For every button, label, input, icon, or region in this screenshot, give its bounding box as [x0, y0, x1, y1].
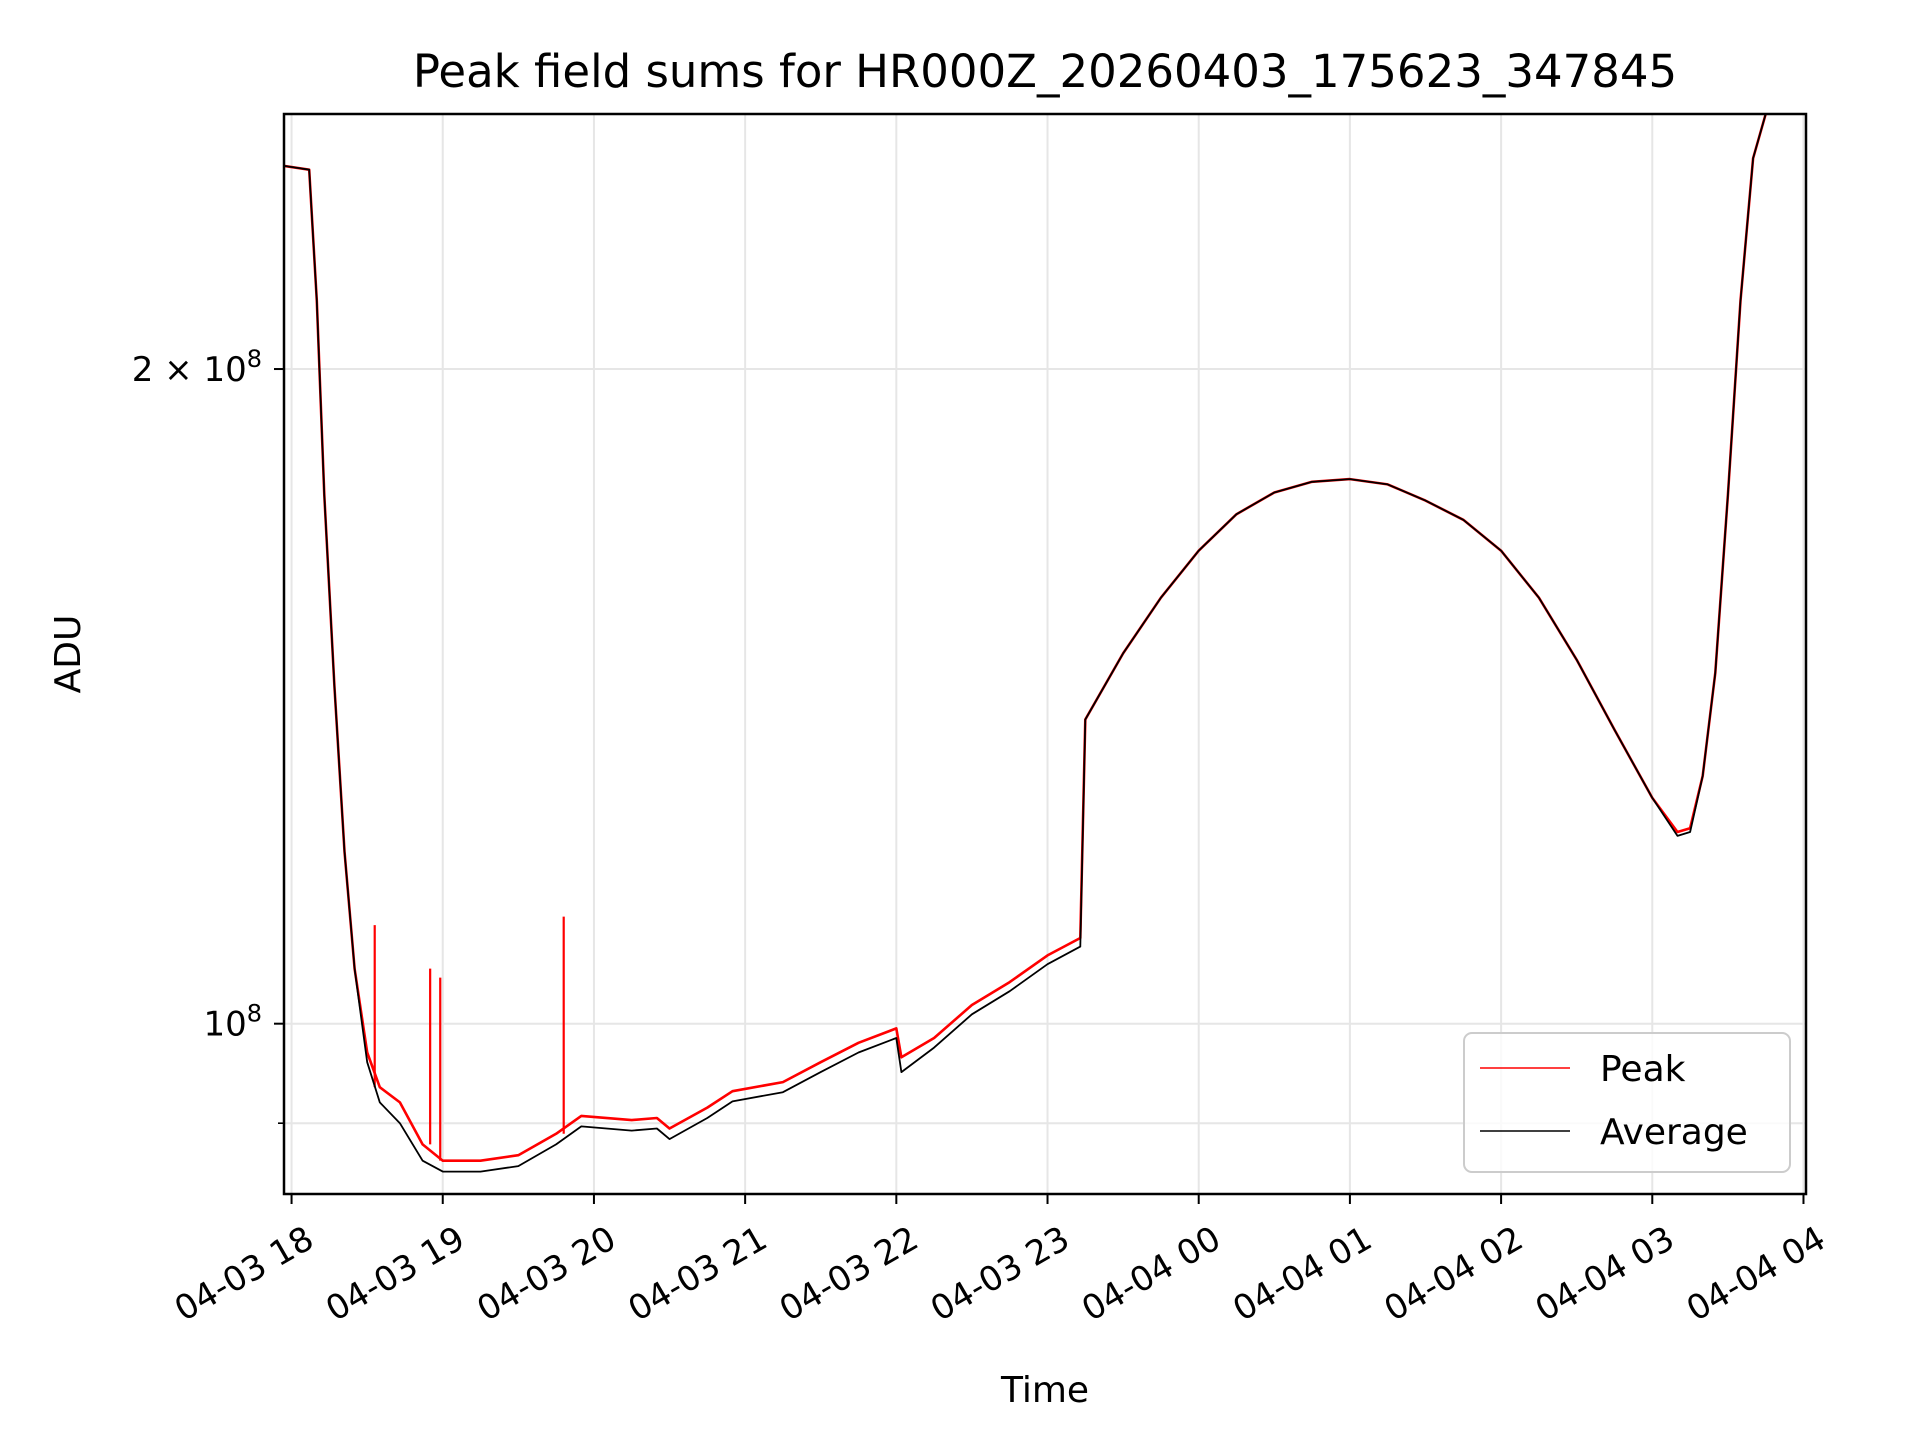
series-line-average	[284, 114, 1767, 1173]
x-tick-label: 04-04 03	[1529, 1219, 1681, 1330]
x-tick-label: 04-03 21	[622, 1219, 774, 1330]
x-axis-label: Time	[1000, 1370, 1089, 1411]
series-group	[284, 114, 1767, 1173]
x-tick-label: 04-03 23	[924, 1219, 1076, 1330]
legend-label-average: Average	[1600, 1112, 1748, 1153]
legend: Peak Average	[1463, 1032, 1791, 1173]
series-line-peak	[284, 114, 1767, 1162]
x-tick-label: 04-04 00	[1075, 1219, 1227, 1330]
x-tick-label: 04-03 20	[470, 1219, 622, 1330]
x-tick-label: 04-03 19	[319, 1219, 471, 1330]
x-tick-label: 04-04 02	[1378, 1219, 1530, 1330]
y-axis-label: ADU	[48, 615, 89, 694]
plot-area	[284, 114, 1767, 1173]
x-tick-label: 04-03 22	[773, 1219, 925, 1330]
y-tick-label: 2 × 108	[132, 345, 262, 390]
plot-frame	[282, 112, 1808, 1196]
x-tick-label: 04-04 04	[1680, 1219, 1832, 1330]
chart-title: Peak field sums for HR000Z_20260403_1756…	[413, 45, 1677, 98]
y-axis: 2 × 108 108	[132, 345, 284, 1124]
x-tick-label: 04-04 01	[1226, 1219, 1378, 1330]
y-tick-label: 108	[203, 1000, 262, 1045]
legend-label-peak: Peak	[1600, 1049, 1686, 1090]
x-tick-label: 04-03 18	[168, 1219, 320, 1330]
